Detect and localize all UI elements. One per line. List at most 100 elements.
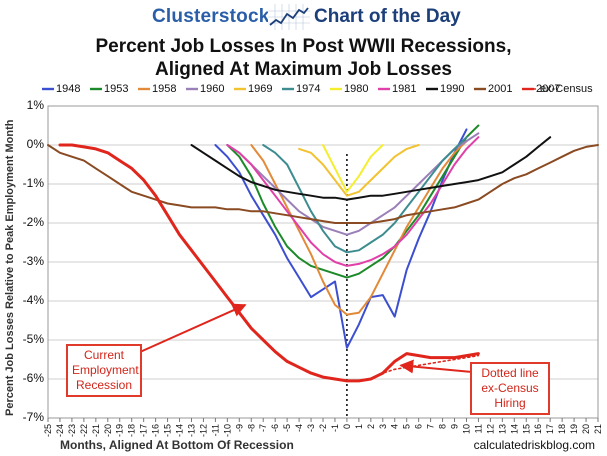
- x-tick-label: 10: [461, 424, 471, 434]
- callout-arrow-current: [139, 303, 247, 353]
- x-tick-label: 12: [485, 424, 495, 434]
- chart-title-line-1: Percent Job Losses In Post WWII Recessio…: [95, 36, 512, 57]
- series-line-1969: [298, 144, 420, 197]
- x-tick-label: -19: [115, 424, 125, 437]
- x-axis-label: Months, Aligned At Bottom Of Recession: [60, 438, 294, 452]
- legend-swatch: [474, 87, 486, 91]
- legend-label: 2001: [488, 83, 513, 95]
- series-line-1980: [322, 144, 384, 193]
- legend-label: 1990: [440, 83, 465, 95]
- series-line-1974: [262, 136, 468, 254]
- legend-label: 1948: [56, 83, 81, 95]
- legend-swatch: [526, 88, 538, 90]
- x-tick-label: -10: [222, 424, 232, 437]
- y-tick-label: 0%: [26, 137, 44, 151]
- x-tick-label: -24: [55, 424, 65, 437]
- x-tick-label: 0: [342, 424, 352, 429]
- x-tick-label: -13: [186, 424, 196, 437]
- series-line-1948: [214, 128, 468, 349]
- y-tick-label: -6%: [22, 371, 44, 385]
- legend-item-1969: 1969: [234, 83, 272, 95]
- callout-current-line-3: Recession: [75, 378, 133, 392]
- x-tick-label: -1: [330, 424, 340, 432]
- x-tick-label: 16: [533, 424, 543, 434]
- callout-current-line-2: Employment: [72, 363, 139, 377]
- x-tick-label: 19: [569, 424, 579, 434]
- legend-item-1974: 1974: [282, 83, 320, 95]
- callout-current-recession: Current Employment Recession: [66, 344, 142, 397]
- callout-ex-census: Dotted line ex-Census Hiring: [470, 362, 550, 415]
- legend-item-1953: 1953: [90, 83, 128, 95]
- y-axis-label: Percent Job Losses Relative to Peak Empl…: [4, 119, 16, 416]
- callout-census-line-2: ex-Census: [481, 381, 539, 395]
- x-tick-label: -18: [127, 424, 137, 437]
- y-tick-label: 1%: [26, 98, 44, 112]
- chart-title-line-2: Aligned At Maximum Job Losses: [154, 59, 452, 80]
- series-line-ex-Census: [369, 354, 480, 380]
- x-tick-label: -12: [198, 424, 208, 437]
- legend-label: 2007: [536, 83, 561, 95]
- legend-label: 1958: [152, 83, 177, 95]
- legend-swatch: [426, 87, 438, 91]
- x-tick-label: -6: [270, 424, 280, 432]
- chart-logo-icon: [268, 4, 310, 30]
- legend-label: 1981: [392, 83, 417, 95]
- x-tick-label: 13: [497, 424, 507, 434]
- x-tick-label: 17: [545, 424, 555, 434]
- callout-current-line-1: Current: [83, 348, 124, 362]
- callout-arrow-census: [399, 359, 473, 374]
- legend-swatch: [138, 87, 150, 91]
- y-tick-label: -4%: [22, 293, 44, 307]
- legend-swatch: [330, 87, 342, 91]
- source-credit: calculatedriskblog.com: [473, 438, 595, 452]
- legend-swatch: [42, 87, 54, 91]
- brand-header: Clusterstock Chart of the Day: [0, 4, 607, 30]
- y-tick-label: -5%: [22, 332, 44, 346]
- legend-label: ex-Census: [540, 83, 593, 95]
- series-line-1958: [250, 140, 468, 316]
- x-tick-label: 2: [366, 424, 376, 429]
- y-tick-label: -7%: [22, 410, 44, 424]
- x-tick-label: -16: [151, 424, 161, 437]
- x-tick-label: -3: [306, 424, 316, 432]
- series-line-1990: [190, 136, 552, 201]
- x-tick-label: -11: [210, 424, 220, 436]
- x-tick-label: 18: [557, 424, 567, 434]
- legend-label: 1980: [344, 83, 369, 95]
- legend-label: 1969: [248, 83, 273, 95]
- x-tick-label: 14: [509, 424, 519, 434]
- legend-swatch: [234, 87, 246, 91]
- x-tick-label: -14: [175, 424, 185, 437]
- legend-swatch: [378, 87, 390, 91]
- x-tick-label: -17: [139, 424, 149, 437]
- legend-item-1980: 1980: [330, 83, 368, 95]
- x-tick-label: -2: [318, 424, 328, 432]
- legend-item-1948: 1948: [42, 83, 80, 95]
- x-tick-label: 11: [473, 424, 483, 433]
- legend-label: 1953: [104, 83, 129, 95]
- x-tick-label: 8: [438, 424, 448, 429]
- series-line-1953: [226, 124, 480, 279]
- x-tick-label: 21: [593, 424, 603, 434]
- x-tick-label: -4: [294, 424, 304, 432]
- legend-label: 1974: [296, 83, 321, 95]
- x-tick-label: 7: [426, 424, 436, 429]
- legend-swatch: [186, 87, 198, 91]
- brand-tagline: Chart of the Day: [314, 6, 461, 27]
- x-tick-label: -7: [258, 424, 268, 432]
- y-tick-label: -1%: [22, 176, 44, 190]
- x-tick-label: 20: [581, 424, 591, 434]
- x-tick-label: 4: [390, 424, 400, 429]
- legend-item-1990: 1990: [426, 83, 464, 95]
- legend-swatch: [282, 87, 294, 91]
- legend-swatch: [90, 87, 102, 91]
- legend-item-1981: 1981: [378, 83, 416, 95]
- x-tick-label: 15: [521, 424, 531, 434]
- x-tick-label: -23: [67, 424, 77, 437]
- callout-census-line-3: Hiring: [494, 396, 526, 410]
- series-line-2001: [47, 144, 599, 224]
- legend-item-1960: 1960: [186, 83, 224, 95]
- x-tick-label: -22: [79, 424, 89, 437]
- legend-item-1958: 1958: [138, 83, 176, 95]
